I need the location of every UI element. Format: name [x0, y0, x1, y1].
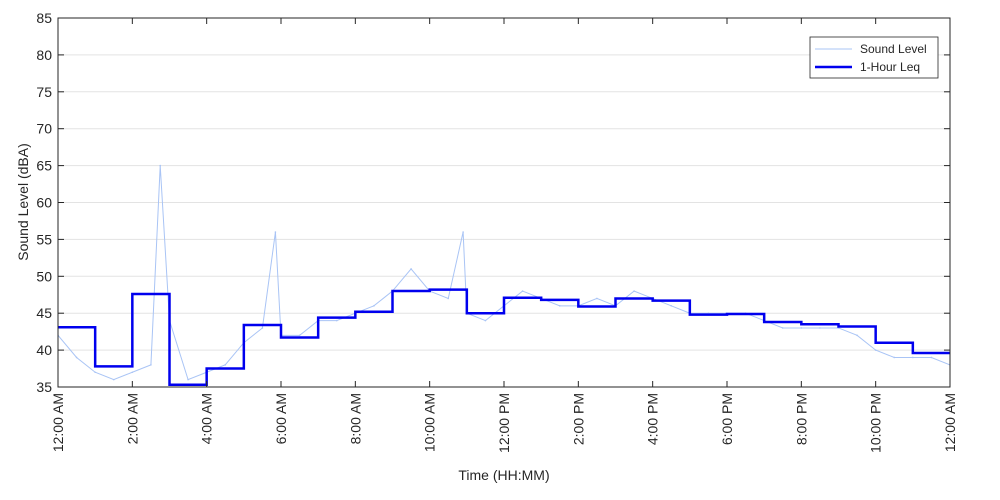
x-tick-label: 8:00 AM [347, 393, 363, 444]
sound-level-point [781, 327, 784, 329]
y-tick-label: 60 [36, 195, 52, 211]
sound-level-point [819, 327, 821, 329]
sound-level-point [187, 378, 189, 381]
series-line-1-hour-leq [58, 288, 950, 387]
x-tick-label: 8:00 PM [793, 393, 809, 445]
y-tick-label: 50 [36, 268, 52, 284]
sound-level-point [224, 364, 227, 366]
sound-level-point [131, 371, 134, 374]
x-tick-label: 10:00 PM [868, 393, 884, 453]
sound-level-point [159, 164, 162, 167]
y-tick-label: 80 [36, 47, 52, 63]
sound-level-point [274, 231, 277, 233]
y-axis-label: Sound Level (dBA) [15, 143, 31, 261]
y-tick-label: 75 [36, 84, 52, 100]
x-tick-label: 6:00 PM [719, 393, 735, 445]
sound-level-point [484, 319, 487, 322]
x-tick-label: 4:00 AM [199, 393, 215, 444]
sound-level-point [521, 290, 524, 292]
x-tick-label: 10:00 AM [422, 393, 438, 452]
sound-level-point [373, 305, 375, 307]
series-line-sound-level [58, 165, 950, 381]
x-tick-label: 2:00 AM [124, 393, 140, 444]
x-tick-label: 2:00 PM [570, 393, 586, 445]
y-tick-label: 40 [36, 342, 52, 358]
x-axis-ticks: 12:00 AM 2:00 AM 4:00 AM 6:00 AM 8:00 AM 10:0… [50, 18, 958, 453]
sound-level-point [150, 364, 152, 366]
sound-level-point [75, 356, 78, 359]
y-tick-label: 65 [36, 158, 52, 174]
y-tick-label: 35 [36, 379, 52, 395]
sound-level-point [558, 305, 561, 307]
y-tick-label: 85 [36, 10, 52, 26]
sound-level-point [800, 327, 803, 329]
sound-level-point [112, 378, 115, 381]
sound-level-point [462, 231, 464, 233]
sound-level-point [633, 290, 635, 292]
x-tick-label: 12:00 AM [50, 393, 66, 452]
sound-level-point [94, 371, 96, 374]
legend-label-1-hour-leq: 1-Hour Leq [860, 60, 920, 74]
sound-level-point [261, 327, 264, 329]
sound-level-point [410, 268, 412, 270]
y-tick-label: 70 [36, 121, 52, 137]
sound-level-point [596, 297, 598, 300]
y-tick-label: 45 [36, 305, 52, 321]
y-axis-ticks: 35 40 45 50 55 60 65 70 75 80 85 [36, 10, 950, 395]
sound-level-point [298, 334, 301, 337]
sound-level-point [335, 319, 338, 322]
x-tick-label: 4:00 PM [645, 393, 661, 445]
legend-label-sound-level: Sound Level [860, 42, 927, 56]
plot-series [58, 164, 950, 387]
sound-level-point [447, 297, 450, 300]
sound-level-point [856, 334, 858, 337]
sound-level-point [930, 356, 933, 359]
legend-box [809, 36, 939, 79]
x-tick-label: 12:00 PM [496, 393, 512, 453]
x-tick-label: 12:00 AM [942, 393, 958, 452]
sound-level-point [670, 305, 673, 307]
legend: Sound Level 1-Hour Leq [809, 36, 939, 79]
sound-level-point [912, 356, 914, 359]
sound-level-point [893, 356, 896, 359]
sound-level-point [874, 349, 877, 351]
y-tick-label: 55 [36, 231, 52, 247]
x-tick-label: 6:00 AM [273, 393, 289, 444]
x-axis-label: Time (HH:MM) [458, 467, 549, 483]
